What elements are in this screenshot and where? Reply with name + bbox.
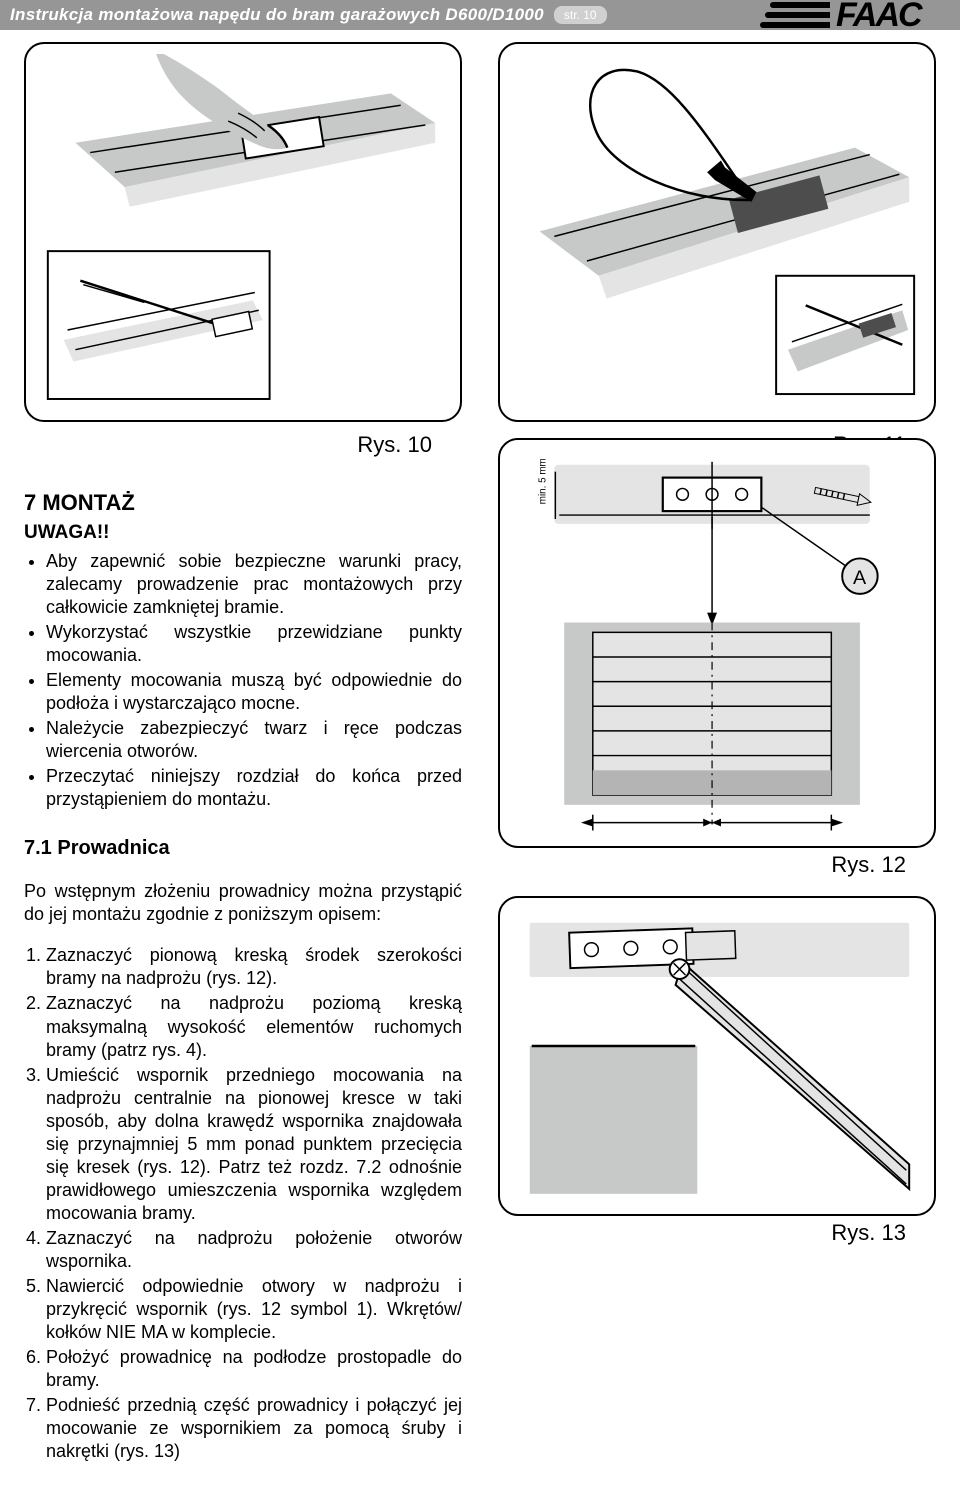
figure-11-illustration [510, 54, 924, 409]
figure-13-box [498, 896, 936, 1216]
uwaga-bullets: Aby zapewnić sobie bezpieczne warunki pr… [24, 550, 462, 811]
figure-10-column: Rys. 10 [24, 42, 462, 468]
figure-10-box [24, 42, 462, 422]
figure-12-caption: Rys. 12 [498, 852, 936, 878]
figure-13-caption: Rys. 13 [498, 1220, 936, 1246]
step-item: Zaznaczyć pionową kreską środek szerokoś… [46, 944, 462, 990]
section-7-1-intro: Po wstępnym złożeniu prowadnicy można pr… [24, 880, 462, 926]
brand-logo: FAAC [760, 0, 950, 32]
step-item: Umieścić wspornik przedniego mocowania n… [46, 1064, 462, 1225]
figure-10-illustration [36, 54, 450, 409]
step-item: Nawiercić odpowiednie otwory w nadprożu … [46, 1275, 462, 1344]
header-title: Instrukcja montażowa napędu do bram gara… [10, 5, 544, 25]
right-figures-column: min. 5 mm [498, 468, 936, 1465]
page-content: Rys. 10 R [0, 30, 960, 1485]
bullet-item: Należycie zabezpieczyć twarz i ręce podc… [46, 717, 462, 763]
label-A: A [853, 567, 867, 589]
text-column: 7 MONTAŻ UWAGA!! Aby zapewnić sobie bezp… [24, 468, 462, 1465]
step-item: Zaznaczyć na nadprożu poziomą kreską mak… [46, 992, 462, 1061]
uwaga-label: UWAGA!! [24, 522, 462, 544]
section-7-heading: 7 MONTAŻ [24, 490, 462, 516]
figure-13-illustration [510, 908, 924, 1204]
figure-10-caption: Rys. 10 [24, 432, 462, 458]
bullet-item: Elementy mocowania muszą być odpowiednie… [46, 669, 462, 715]
bullet-item: Przeczytać niniejszy rozdział do końca p… [46, 765, 462, 811]
figure-12-box: min. 5 mm [498, 438, 936, 848]
figure-11-box [498, 42, 936, 422]
section-7-1-heading: 7.1 Prowadnica [24, 837, 462, 860]
bullet-item: Wykorzystać wszystkie przewidziane punkt… [46, 621, 462, 667]
figure-12-illustration: min. 5 mm [510, 450, 924, 839]
logo-text: FAAC [836, 0, 921, 30]
logo-stripes-icon [760, 0, 830, 31]
bullet-item: Aby zapewnić sobie bezpieczne warunki pr… [46, 550, 462, 619]
step-item: Zaznaczyć na nadprożu położenie otworów … [46, 1227, 462, 1273]
min5-label: min. 5 mm [537, 458, 548, 504]
step-item: Podnieść przednią część prowadnicy i poł… [46, 1394, 462, 1463]
step-item: Położyć prowadnicę na podłodze prostopad… [46, 1346, 462, 1392]
figure-11-column: Rys. 11 [498, 42, 936, 468]
page-header: Instrukcja montażowa napędu do bram gara… [0, 0, 960, 30]
steps-list: Zaznaczyć pionową kreską środek szerokoś… [24, 944, 462, 1463]
page-number-badge: str. 10 [554, 6, 607, 24]
